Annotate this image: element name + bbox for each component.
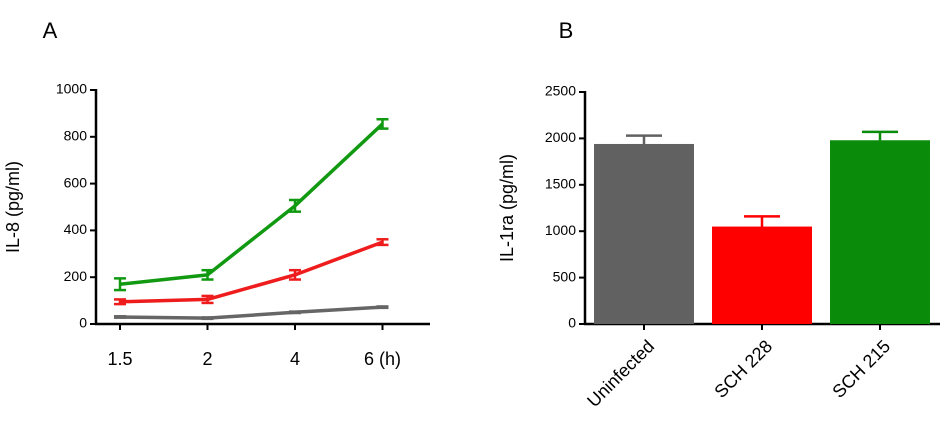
y-tick-label: 600 (64, 174, 88, 190)
bar (712, 226, 812, 324)
bar (830, 140, 930, 324)
x-tick-label: SCH 215 (828, 336, 894, 402)
error-bar (114, 315, 126, 319)
y-tick-label: 2000 (545, 129, 576, 145)
error-bar (376, 305, 389, 310)
y-tick-label: 0 (568, 315, 576, 331)
y-tick-label: 2500 (545, 83, 576, 99)
y-tick-label: 200 (64, 268, 88, 284)
error-bar (289, 268, 301, 281)
panel: B IL-1ra (pg/ml) 0 500 1000 1500 2000 2500 Uninf… (497, 18, 940, 411)
y-tick-label: 500 (553, 268, 577, 284)
panel: A IL-8 (pg/ml) 0 200 400 600 800 1000 1.5 2 4 6 (h) (3, 18, 430, 369)
error-bar (376, 238, 389, 247)
error-bar (289, 198, 301, 213)
y-axis-label: IL-8 (pg/ml) (3, 161, 23, 253)
error-bar (114, 277, 126, 292)
line-series (119, 122, 384, 286)
error-bar (201, 294, 214, 305)
error-bar (114, 298, 126, 306)
x-tick-label: 2 (202, 349, 212, 369)
x-tick-label: 1.5 (107, 349, 132, 369)
y-tick-label: 400 (64, 221, 88, 237)
error-bar (376, 118, 389, 130)
y-tick-label: 1000 (56, 81, 87, 97)
y-tick-label: 1500 (545, 176, 576, 192)
error-bar (289, 310, 301, 315)
error-bar (201, 268, 214, 281)
y-axis-label: IL-1ra (pg/ml) (497, 154, 517, 262)
y-tick-label: 1000 (545, 222, 576, 238)
x-tick-label: 4 (290, 349, 300, 369)
x-tick-label: Uninfected (583, 336, 658, 411)
panel-title: A (43, 18, 58, 43)
panel-title: B (559, 18, 574, 43)
x-tick-label: 6 (h) (364, 349, 401, 369)
bar (594, 143, 694, 324)
y-tick-label: 0 (79, 315, 87, 331)
y-tick-label: 800 (64, 128, 88, 144)
line-series (119, 305, 383, 320)
error-bar (201, 316, 214, 321)
line-series (119, 240, 384, 304)
x-tick-label: SCH 228 (710, 336, 776, 402)
